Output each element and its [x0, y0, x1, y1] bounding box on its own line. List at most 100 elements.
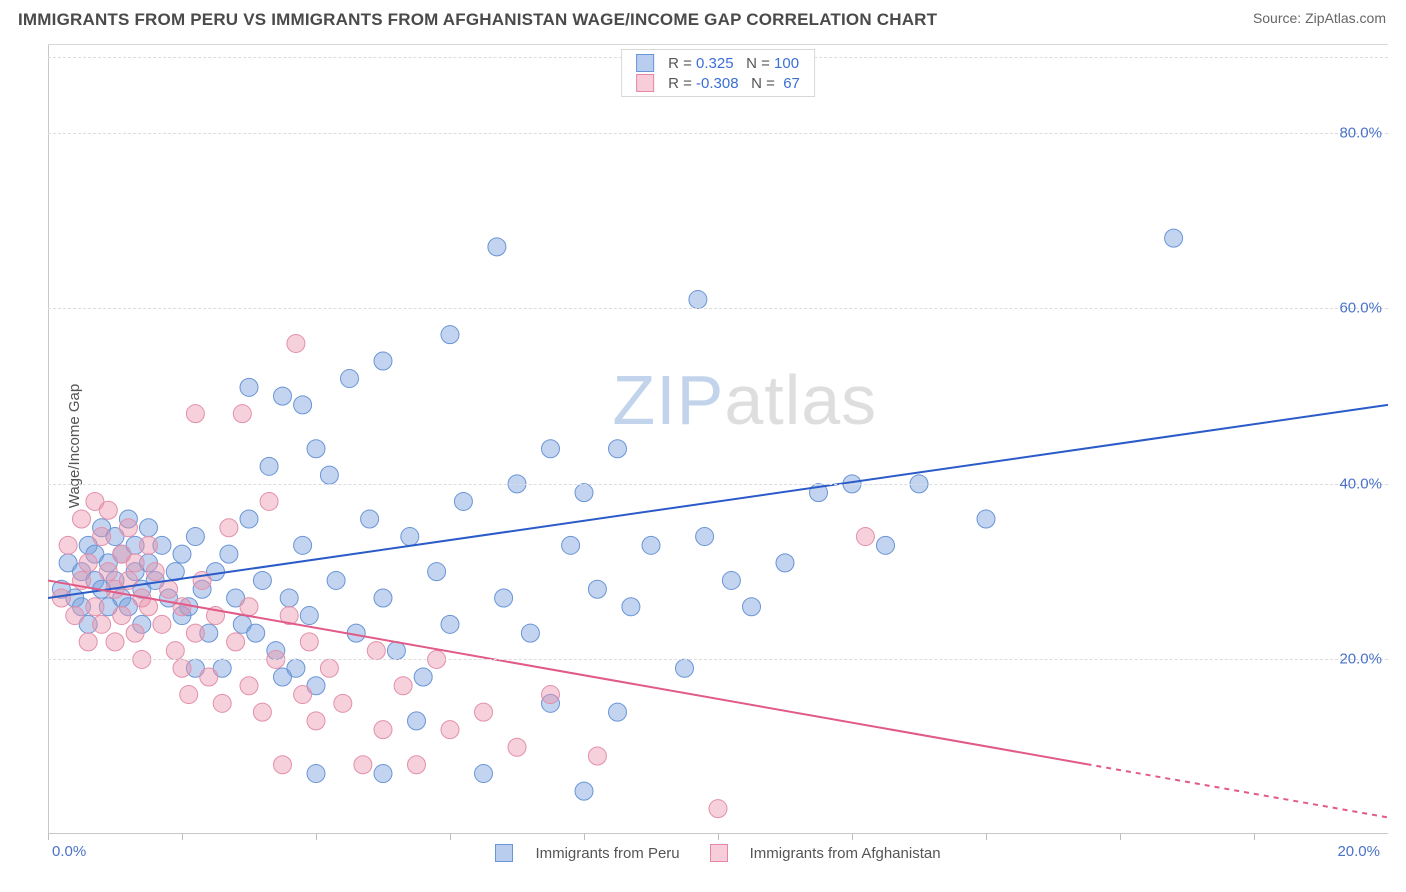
x-tick-mark [718, 834, 719, 840]
scatter-point [689, 291, 707, 309]
scatter-point [394, 677, 412, 695]
scatter-point [173, 659, 191, 677]
scatter-point [220, 519, 238, 537]
scatter-point [454, 492, 472, 510]
correlation-legend: R = 0.325 N = 100 R = -0.308 N = 67 [621, 49, 815, 97]
y-tick-label: 60.0% [1339, 300, 1382, 317]
x-tick-mark [182, 834, 183, 840]
scatter-point [696, 528, 714, 546]
scatter-point [361, 510, 379, 528]
scatter-point [307, 765, 325, 783]
scatter-point [856, 528, 874, 546]
scatter-point [743, 598, 761, 616]
scatter-point [401, 528, 419, 546]
scatter-point [327, 571, 345, 589]
scatter-point [180, 686, 198, 704]
scatter-point [200, 668, 218, 686]
scatter-point [146, 563, 164, 581]
x-tick-mark [1254, 834, 1255, 840]
scatter-point [776, 554, 794, 572]
source-label: Source: ZipAtlas.com [1253, 10, 1386, 26]
y-tick-label: 80.0% [1339, 124, 1382, 141]
legend-label-peru: Immigrants from Peru [535, 845, 679, 862]
scatter-point [106, 633, 124, 651]
scatter-point [126, 624, 144, 642]
scatter-point [240, 677, 258, 695]
scatter-point [676, 659, 694, 677]
scatter-point [354, 756, 372, 774]
scatter-point [294, 396, 312, 414]
scatter-point [334, 694, 352, 712]
n-label: N = [734, 55, 774, 72]
x-tick-min: 0.0% [52, 843, 86, 860]
swatch-afghanistan-bottom [710, 844, 728, 862]
scatter-point [140, 536, 158, 554]
scatter-point [374, 352, 392, 370]
scatter-plot [48, 45, 1388, 835]
scatter-point [495, 589, 513, 607]
legend-item-peru: Immigrants from Peru [495, 844, 679, 862]
scatter-point [220, 545, 238, 563]
scatter-point [240, 598, 258, 616]
scatter-point [542, 686, 560, 704]
scatter-point [475, 765, 493, 783]
scatter-point [287, 334, 305, 352]
r-label: R = [668, 75, 696, 92]
scatter-point [86, 598, 104, 616]
n-label: N = [739, 75, 784, 92]
scatter-point [240, 510, 258, 528]
scatter-point [562, 536, 580, 554]
swatch-afghanistan [636, 74, 654, 92]
scatter-point [253, 571, 271, 589]
y-tick-label: 40.0% [1339, 475, 1382, 492]
scatter-point [588, 747, 606, 765]
scatter-point [542, 440, 560, 458]
scatter-point [173, 545, 191, 563]
scatter-point [575, 484, 593, 502]
scatter-point [227, 633, 245, 651]
n-value-peru: 100 [774, 55, 799, 72]
scatter-point [294, 536, 312, 554]
scatter-point [294, 686, 312, 704]
grid-line [48, 133, 1388, 134]
scatter-point [52, 589, 70, 607]
grid-line [48, 659, 1388, 660]
scatter-point [642, 536, 660, 554]
scatter-point [140, 519, 158, 537]
scatter-point [722, 571, 740, 589]
x-tick-mark [316, 834, 317, 840]
r-value-afghanistan: -0.308 [696, 75, 739, 92]
scatter-point [877, 536, 895, 554]
scatter-point [300, 633, 318, 651]
scatter-point [126, 554, 144, 572]
scatter-point [99, 563, 117, 581]
scatter-point [508, 738, 526, 756]
legend-label-afghanistan: Immigrants from Afghanistan [750, 845, 941, 862]
scatter-point [260, 457, 278, 475]
grid-line [48, 308, 1388, 309]
scatter-point [213, 694, 231, 712]
scatter-point [160, 580, 178, 598]
scatter-point [113, 607, 131, 625]
scatter-point [367, 642, 385, 660]
scatter-point [575, 782, 593, 800]
scatter-point [253, 703, 271, 721]
legend-row-peru: R = 0.325 N = 100 [636, 54, 800, 72]
scatter-point [119, 519, 137, 537]
scatter-point [341, 370, 359, 388]
scatter-point [73, 510, 91, 528]
scatter-point [153, 615, 171, 633]
swatch-peru-bottom [495, 844, 513, 862]
scatter-point [488, 238, 506, 256]
grid-line [48, 484, 1388, 485]
x-tick-mark [852, 834, 853, 840]
scatter-point [622, 598, 640, 616]
scatter-point [280, 589, 298, 607]
scatter-point [320, 659, 338, 677]
scatter-point [186, 405, 204, 423]
scatter-point [977, 510, 995, 528]
scatter-point [387, 642, 405, 660]
scatter-point [274, 756, 292, 774]
scatter-point [140, 598, 158, 616]
scatter-point [374, 765, 392, 783]
